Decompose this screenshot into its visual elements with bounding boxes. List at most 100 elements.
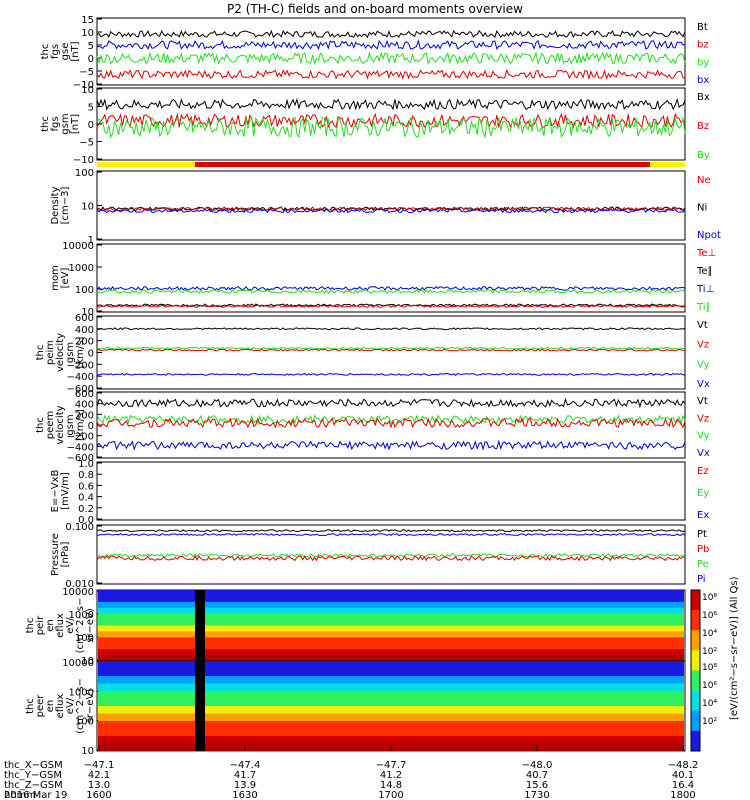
legend-By: By: [697, 150, 710, 161]
ylabel-line: (cm^2−s−: [75, 598, 86, 654]
colorbar-tick: 10⁶: [702, 611, 717, 621]
heatmap-band: [98, 661, 684, 669]
ylabel-density: Density [cm−3]: [50, 186, 71, 224]
date-label: 2016 Mar 19: [4, 790, 67, 800]
ytick-label: −10: [73, 155, 94, 166]
legend-Vz: Vz: [697, 340, 709, 351]
ytick-label: 10: [81, 202, 94, 213]
legend-bx: bx: [697, 75, 709, 86]
ylabel-line: (cm^2−s−: [75, 678, 86, 734]
heatmap-band: [98, 655, 684, 662]
heatmap-band: [98, 595, 684, 603]
xtick-value: 1700: [378, 790, 403, 800]
ylabel-line: peir: [35, 615, 46, 635]
ylabel-peim-velocity: thc peim velocity gsm [km/s]: [35, 333, 86, 372]
legend-Ez: Ez: [697, 466, 709, 477]
xtick-value: 13.0: [88, 780, 110, 791]
series-Ti∥: [96, 289, 686, 294]
ylabel-line: E=−VxB: [50, 470, 61, 513]
panel-frame-temperature: [96, 243, 686, 313]
heatmap-band: [98, 676, 684, 684]
panel-frame-efield: [96, 461, 686, 521]
ytick-label: 1: [88, 235, 94, 246]
legend-Pe: Pe: [697, 559, 709, 570]
xaxis-row-label: thc_Y−GSM: [4, 770, 62, 781]
xtick-value: 15.6: [526, 780, 548, 791]
xtick-value: 14.8: [380, 780, 402, 791]
xtick-value: 42.1: [88, 770, 110, 781]
ytick-label: 10000: [62, 658, 94, 669]
colorbar-tick: 10⁸: [702, 593, 717, 603]
ytick-label: 5: [88, 103, 94, 114]
heatmap-band: [98, 713, 684, 722]
series-Bt: [96, 29, 686, 39]
xtick-value: −47.4: [230, 760, 261, 771]
colorbar-segment: [691, 650, 700, 671]
ytick-label: 100: [75, 633, 94, 644]
heatmap-band: [98, 721, 684, 729]
ytick-label: 1.0: [78, 459, 94, 470]
ylabel-line: gse: [60, 43, 71, 61]
heatmap-band: [98, 728, 684, 737]
ylabel-line: [mV/m]: [60, 472, 71, 510]
ytick-label: 200: [75, 337, 94, 348]
heatmap-band: [98, 683, 684, 692]
ytick-label: 0: [88, 120, 94, 131]
xtick-value: 40.1: [672, 770, 694, 781]
xaxis-row-label: hhmm: [4, 790, 36, 800]
ytick-label: 10: [81, 307, 94, 318]
heatmap-band: [98, 649, 684, 656]
ylabel-line: thc: [35, 345, 46, 361]
ytick-label: 5: [88, 41, 94, 52]
colorbar-segment: [691, 590, 700, 611]
series-Vz: [96, 417, 686, 429]
ytick-label: 0.010: [65, 579, 94, 590]
ytick-label: 0: [88, 54, 94, 65]
colorbar-label: [eV/(cm²−s−sr−eV)] (All Qs): [729, 576, 740, 720]
heatmap-band: [98, 698, 684, 707]
xtick-value: −47.1: [84, 760, 115, 771]
ylabel-line: [eV]: [60, 268, 71, 289]
colorbar-segment: [691, 730, 700, 752]
ylabel-line: thc: [35, 417, 46, 433]
panel-frame-density: [96, 170, 686, 241]
series-bz: [96, 69, 686, 81]
series-Pt: [96, 529, 686, 533]
xtick-value: 40.7: [526, 770, 548, 781]
series-Vt: [96, 397, 686, 409]
colorbar-segment: [691, 690, 700, 712]
series-Pi: [96, 533, 686, 537]
ylabel-line: gsm: [65, 342, 76, 363]
ylabel-line: gsm: [65, 414, 76, 435]
ylabel-line: peem: [45, 411, 56, 439]
ylabel-line: [nT]: [70, 114, 81, 134]
ytick-label: 10: [81, 656, 94, 667]
ylabel-line: [nT]: [70, 41, 81, 61]
legend-Pt: Pt: [697, 529, 707, 540]
ytick-label: −400: [67, 442, 94, 453]
legend-Vy: Vy: [697, 431, 710, 442]
legend-Bx: Bx: [697, 92, 710, 103]
series-Vt: [96, 327, 686, 331]
colorbar-tick: 10²: [702, 717, 717, 727]
ylabel-line: eV/: [65, 697, 76, 714]
series-by: [96, 51, 686, 66]
ylabel-fgs-gse: thc fgs gse [nT]: [40, 41, 81, 61]
series-Vz: [96, 348, 686, 352]
series-Vx: [96, 439, 686, 451]
ylabel-line: en: [45, 700, 56, 713]
heatmap-gap: [195, 661, 205, 751]
legend-Bz: Bz: [697, 121, 709, 132]
legend-Ni: Ni: [697, 203, 707, 214]
heatmap-band: [98, 601, 684, 609]
heatmap-band: [98, 631, 684, 638]
heatmap-band: [98, 668, 684, 677]
ytick-label: 0: [88, 421, 94, 432]
heatmap-band: [98, 706, 684, 714]
series-Ne: [96, 206, 686, 212]
ytick-label: 1000: [69, 610, 94, 621]
ytick-label: 400: [75, 400, 94, 411]
ytick-label: 10: [81, 85, 94, 96]
ylabel-line: en: [45, 619, 56, 632]
ytick-label: 0.6: [78, 481, 94, 492]
